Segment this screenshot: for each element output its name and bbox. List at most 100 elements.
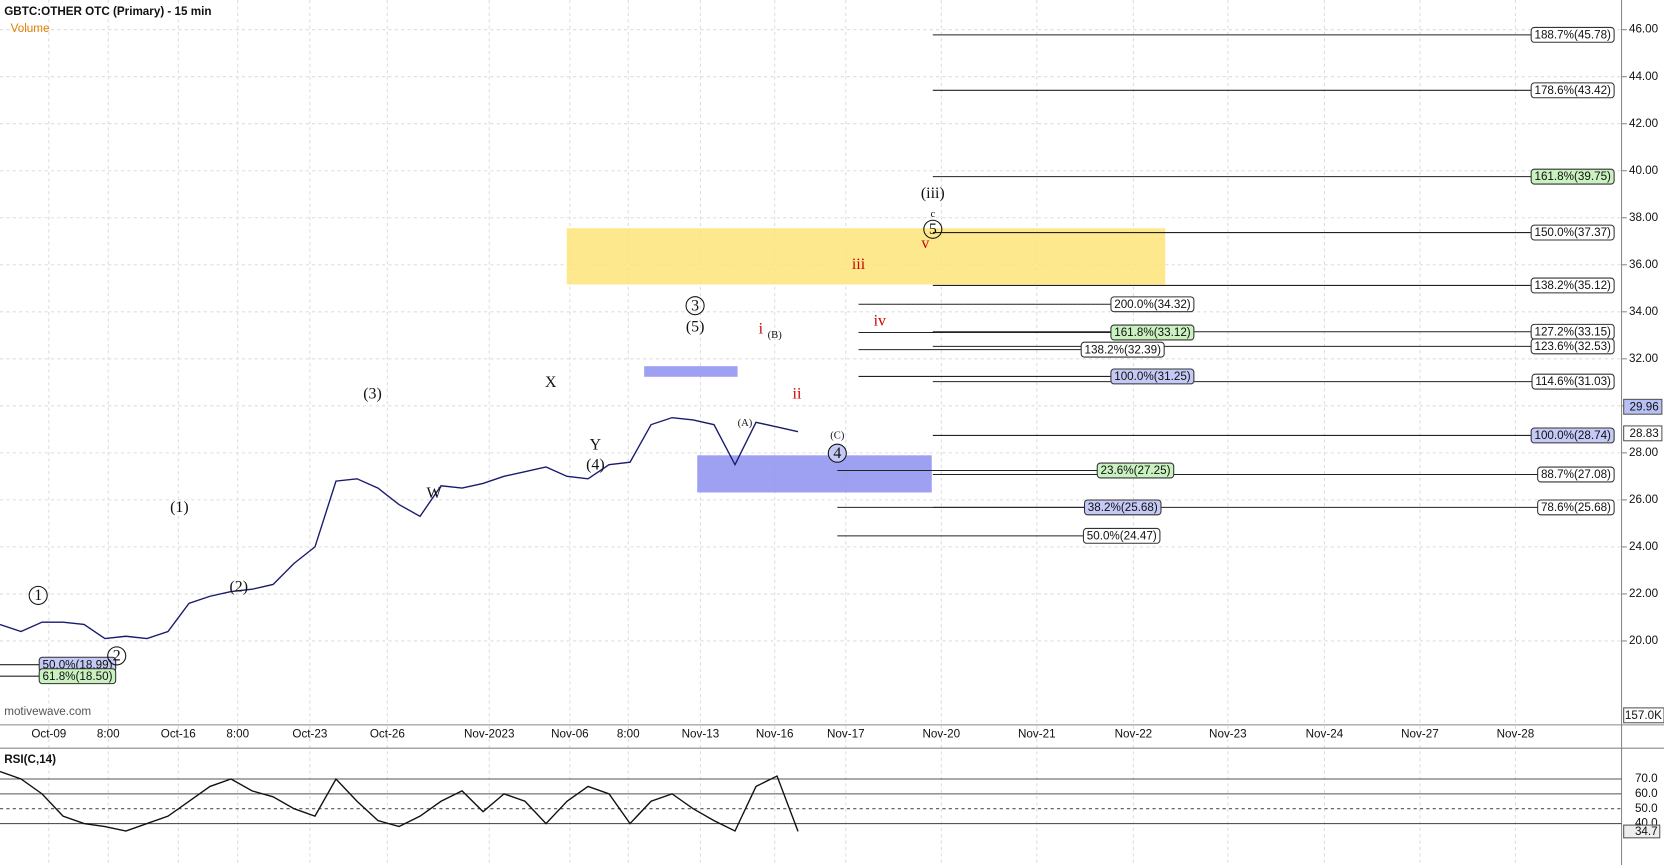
wave-label: (A): [738, 418, 753, 429]
target-zone: [566, 228, 1166, 285]
fib-label: 50.0%(24.47): [1087, 529, 1157, 542]
x-tick-label: Nov-17: [827, 727, 865, 740]
y-tick-label: 26.00: [1629, 493, 1659, 506]
wave-label: (2): [229, 579, 248, 596]
wave-label: iv: [874, 312, 886, 329]
price-line: [0, 770, 799, 832]
fib-label: 23.6%(27.25): [1101, 464, 1171, 477]
fib-label: 161.8%(33.12): [1114, 326, 1191, 339]
fib-label: 178.6%(43.42): [1534, 84, 1611, 97]
y-tick-label: 22.00: [1629, 587, 1659, 600]
fib-label: 88.7%(27.08): [1541, 468, 1611, 481]
price-label: 29.96: [1630, 400, 1659, 413]
fib-label: 61.8%(18.50): [43, 670, 113, 683]
y-tick-label: 60.0: [1635, 787, 1658, 800]
fib-label-box: [1530, 168, 1615, 185]
wave-label: ii: [793, 385, 802, 402]
y-tick-label: 38.00: [1629, 211, 1659, 224]
fib-label-box: [1530, 338, 1615, 355]
rsi-label-box: [1623, 824, 1661, 839]
x-tick-label: Nov-06: [551, 727, 589, 740]
fib-label: 138.2%(35.12): [1534, 279, 1611, 292]
wave-label: i: [759, 321, 764, 338]
y-tick-label: 34.00: [1629, 305, 1659, 318]
support-bar: [644, 366, 738, 377]
wave-circle: [685, 296, 705, 316]
wave-label: iii: [852, 256, 866, 273]
watermark: motivewave.com: [4, 705, 91, 718]
fib-label-box: [1083, 499, 1162, 516]
wave-label: c: [930, 209, 935, 220]
fib-label: 161.8%(39.75): [1534, 170, 1611, 183]
price-line: [0, 416, 799, 640]
wave-label: (5): [686, 319, 705, 336]
price-label-box: [1623, 398, 1663, 415]
x-tick-label: Nov-21: [1018, 727, 1056, 740]
y-tick-label: 46.00: [1629, 23, 1659, 36]
rsi-label: 34.7: [1635, 825, 1658, 838]
y-tick-label: 28.00: [1629, 446, 1659, 459]
x-tick-label: 8:00: [97, 727, 120, 740]
fib-label: 127.2%(33.15): [1534, 325, 1611, 338]
x-tick-label: Nov-24: [1306, 727, 1344, 740]
x-tick-label: Nov-27: [1401, 727, 1439, 740]
fib-label-box: [1530, 277, 1615, 294]
fib-label-box: [1530, 427, 1615, 444]
x-tick-label: Nov-16: [756, 727, 794, 740]
y-tick-label: 70.0: [1635, 772, 1658, 785]
wave-label: (4): [586, 457, 605, 474]
chart-title: GBTC:OTHER OTC (Primary) - 15 min: [4, 5, 211, 18]
wave-label: (C): [830, 431, 845, 442]
x-tick-label: Oct-23: [292, 727, 327, 740]
fib-label-box: [1096, 462, 1175, 479]
fib-label-box: [1082, 527, 1161, 544]
indicator-label: Volume: [11, 22, 50, 35]
y-tick-label: 40.00: [1629, 164, 1659, 177]
x-tick-label: Nov-28: [1497, 727, 1535, 740]
wave-label: 4: [833, 445, 841, 462]
wave-circle: [28, 585, 48, 605]
wave-label: (3): [363, 385, 382, 402]
wave-label: W: [427, 485, 442, 502]
wave-circle: [827, 443, 847, 463]
wave-label: 3: [691, 297, 699, 314]
price-label-box: [1623, 425, 1663, 442]
fib-label-box: [1531, 373, 1615, 390]
wave-label: (1): [170, 499, 189, 516]
x-tick-label: Oct-16: [161, 727, 196, 740]
fib-label: 100.0%(31.25): [1114, 370, 1191, 383]
wave-label: 2: [113, 648, 121, 665]
wave-label: (iii): [921, 185, 945, 202]
x-tick-label: Nov-22: [1115, 727, 1153, 740]
fib-label-box: [1530, 82, 1615, 99]
wave-label: (B): [768, 330, 783, 341]
fib-label: 78.6%(25.68): [1541, 501, 1611, 514]
price-label: 28.83: [1630, 427, 1659, 440]
wave-label: 5: [929, 221, 937, 238]
x-tick-label: Nov-20: [923, 727, 961, 740]
x-tick-label: Oct-26: [370, 727, 405, 740]
x-tick-label: Nov-13: [682, 727, 720, 740]
grid: [0, 0, 1622, 863]
fib-label: 38.2%(25.68): [1088, 501, 1158, 514]
fib-label-box: [1530, 26, 1615, 43]
fib-label-box: [1110, 296, 1195, 313]
fib-label: 114.6%(31.03): [1535, 375, 1611, 388]
fib-label: 200.0%(34.32): [1114, 298, 1191, 311]
y-tick-label: 36.00: [1629, 258, 1659, 271]
fib-label: 50.0%(18.99): [43, 658, 113, 671]
plot: 20.0022.0024.0026.0028.0030.0032.0034.00…: [0, 23, 1664, 839]
x-tick-label: 8:00: [617, 727, 640, 740]
wave-circle: [923, 219, 943, 239]
y-tick-label: 44.00: [1629, 70, 1659, 83]
y-tick-label: 32.00: [1629, 352, 1659, 365]
fib-label-box: [38, 668, 117, 685]
y-tick-label: 24.00: [1629, 540, 1659, 553]
fib-label-box: [1110, 368, 1195, 385]
y-tick-label: 42.00: [1629, 117, 1659, 130]
wave-label: 1: [34, 587, 42, 604]
fib-label-box: [1110, 324, 1195, 341]
